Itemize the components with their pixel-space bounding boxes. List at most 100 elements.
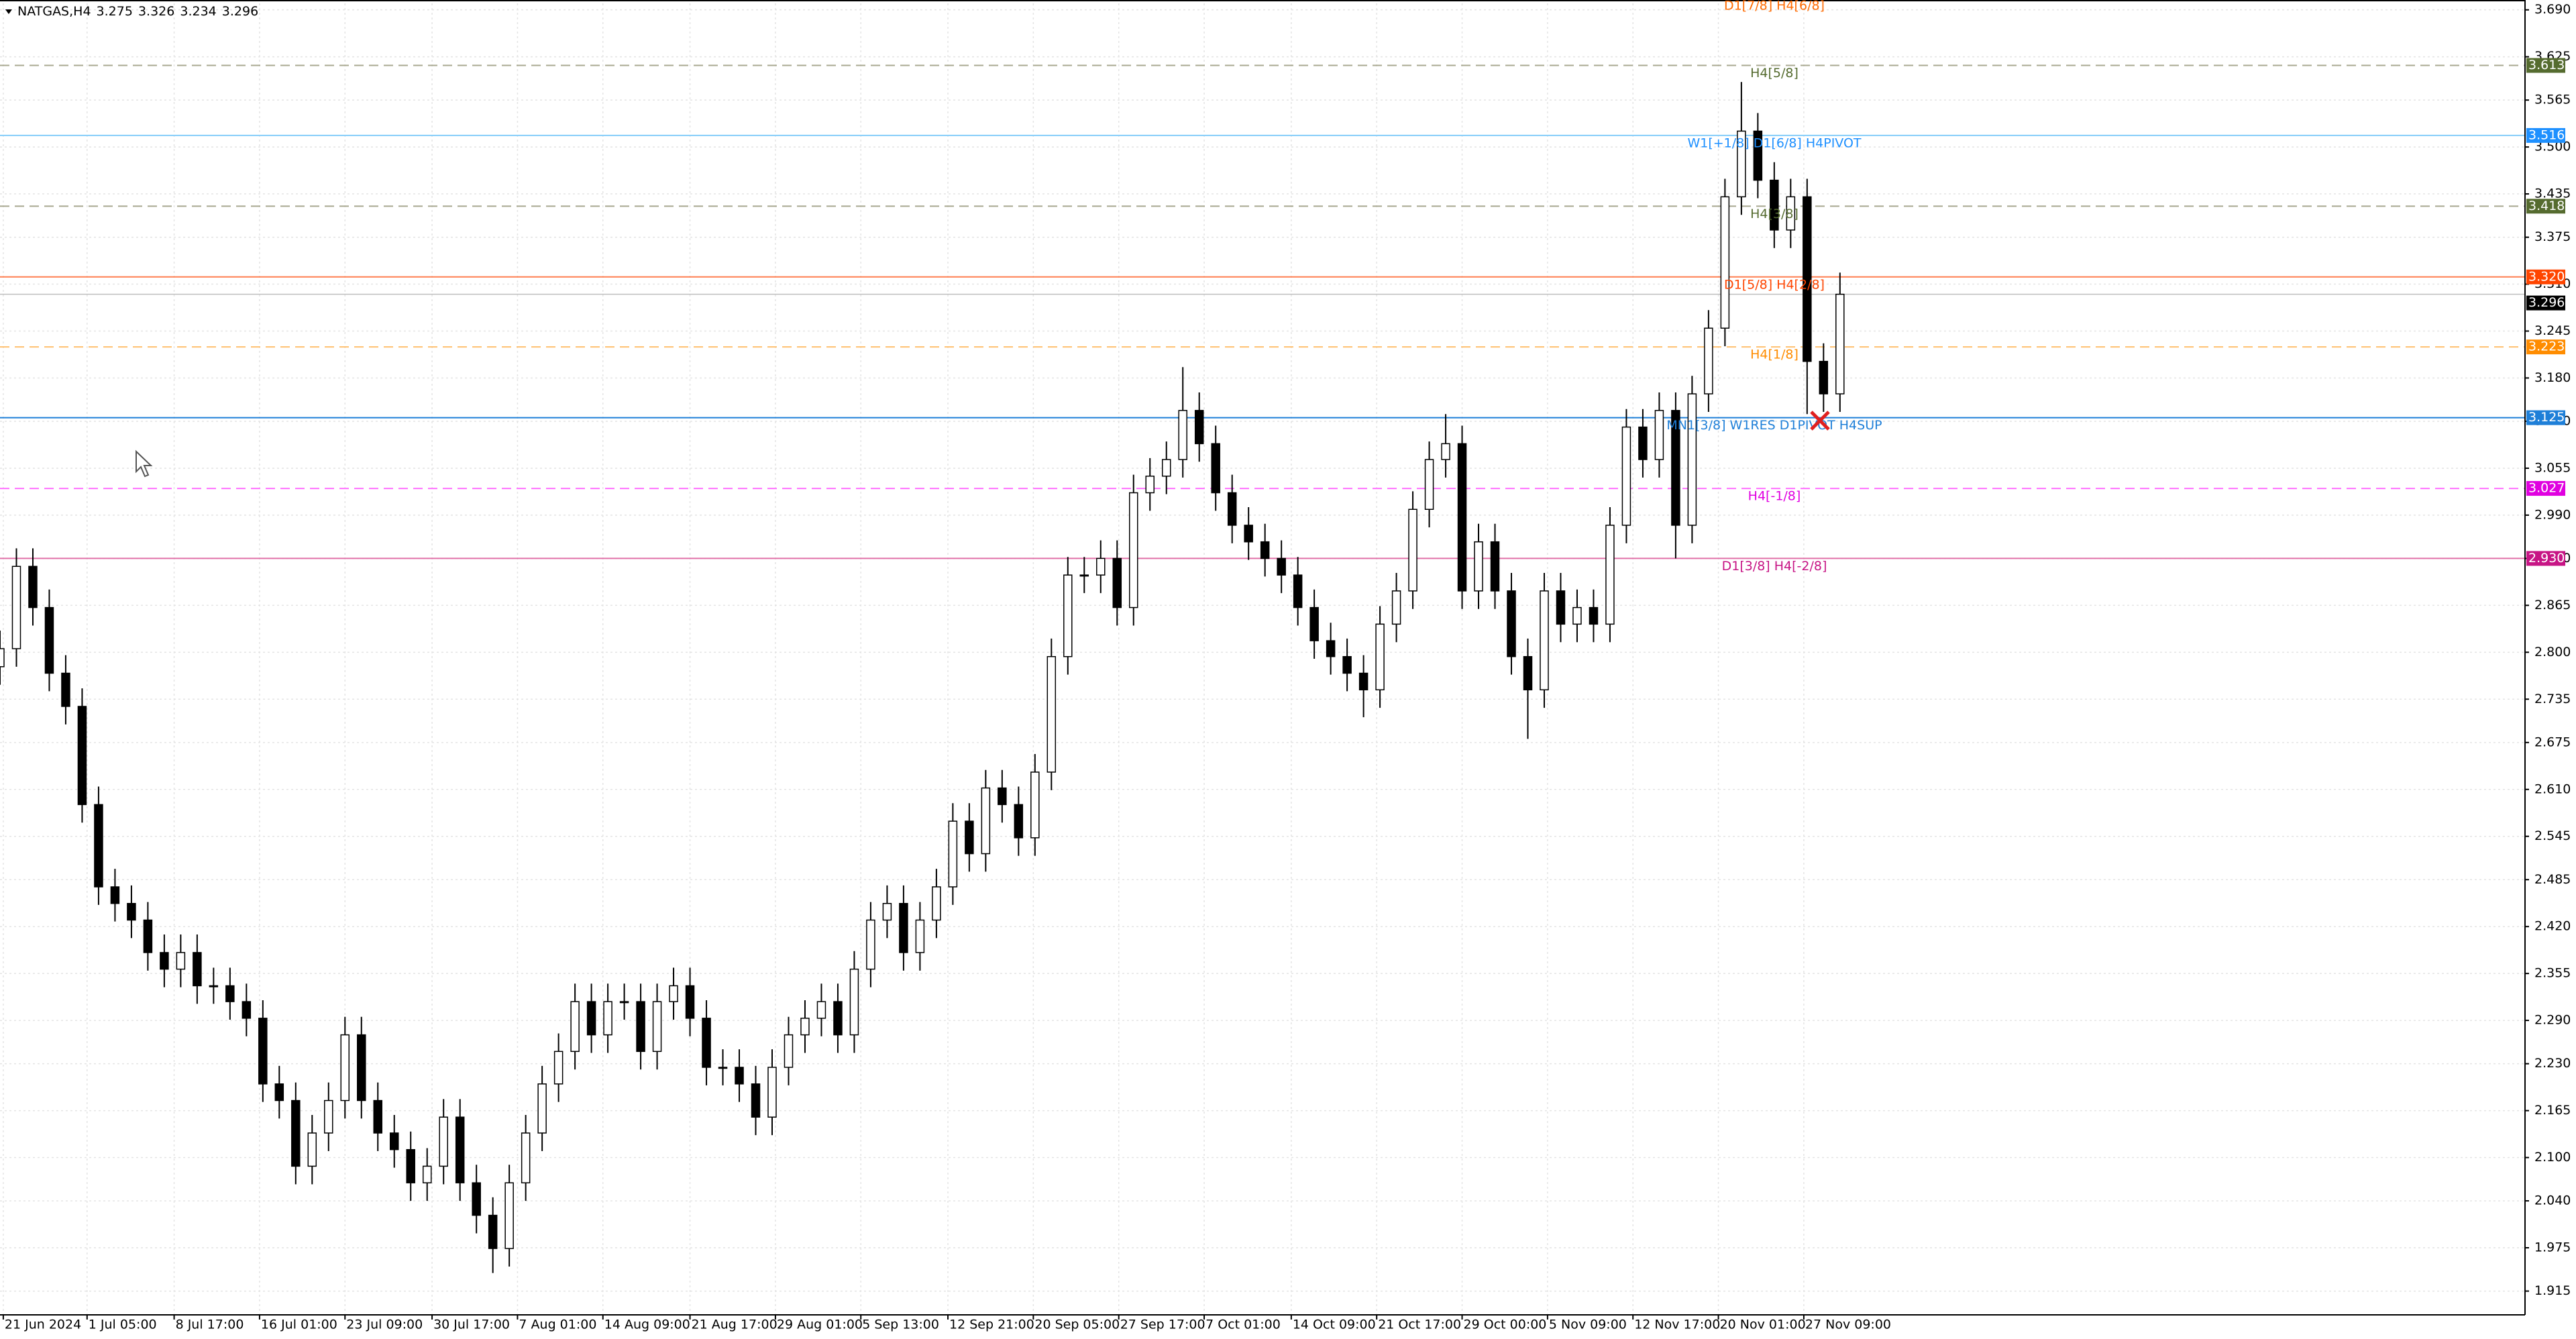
- x-tick-label: 7 Aug 01:00: [519, 1318, 596, 1332]
- candle-body: [1704, 327, 1713, 394]
- level-label: H4[1/8]: [1750, 347, 1799, 362]
- candle-body: [702, 1018, 711, 1068]
- y-tick-label: 2.040: [2534, 1193, 2571, 1208]
- candle-body: [1309, 606, 1319, 641]
- candle-body: [1096, 557, 1106, 576]
- header-value: 3.275: [96, 4, 133, 19]
- y-tick-label: 3.245: [2534, 323, 2571, 338]
- x-tick-label: 20 Nov 01:00: [1720, 1318, 1806, 1332]
- candle-body: [291, 1100, 301, 1167]
- candle-body: [455, 1116, 465, 1183]
- candle-body: [61, 672, 70, 707]
- candle-body: [1342, 656, 1352, 674]
- candle-body: [1556, 590, 1566, 625]
- candle-body: [882, 903, 892, 921]
- candle-body: [767, 1067, 777, 1118]
- x-tick-label: 27 Sep 17:00: [1120, 1318, 1205, 1332]
- candle-body: [1441, 443, 1450, 460]
- candle-body: [1063, 574, 1073, 657]
- candle-body: [439, 1116, 448, 1167]
- candle-body: [1474, 541, 1483, 592]
- y-tick-label: 3.180: [2534, 370, 2571, 385]
- x-tick-label: 14 Oct 09:00: [1293, 1318, 1376, 1332]
- candle-body: [373, 1100, 383, 1134]
- candle-body: [948, 820, 958, 888]
- x-tick-label: 20 Sep 05:00: [1034, 1318, 1120, 1332]
- level-label: D1[7/8] H4[6/8]: [1724, 0, 1825, 13]
- y-tick-label: 2.735: [2534, 692, 2571, 706]
- candle-body: [1753, 130, 1763, 181]
- x-tick-label: 14 Aug 09:00: [604, 1318, 690, 1332]
- candle-body: [1819, 360, 1829, 394]
- candle-body: [1540, 590, 1549, 691]
- candle-body: [406, 1148, 415, 1183]
- candle-body: [193, 952, 202, 987]
- candle-body: [1572, 606, 1582, 625]
- price-tag-label: 3.027: [2528, 481, 2565, 496]
- x-tick-label: 29 Oct 00:00: [1464, 1318, 1547, 1332]
- y-tick-label: 2.100: [2534, 1150, 2571, 1165]
- x-tick-label: 30 Jul 17:00: [433, 1318, 510, 1332]
- level-label: D1[3/8] H4[-2/8]: [1722, 559, 1827, 574]
- candle-body: [1129, 492, 1138, 608]
- candle-body: [472, 1182, 481, 1216]
- header-value: 3.234: [180, 4, 217, 19]
- candle-body: [1030, 771, 1040, 839]
- y-tick-label: 3.500: [2534, 140, 2571, 154]
- candle-body: [143, 919, 153, 953]
- y-tick-label: 2.485: [2534, 872, 2571, 887]
- candle-body: [1326, 640, 1336, 657]
- level-label: H4[5/8]: [1750, 66, 1799, 81]
- candle-body: [307, 1132, 317, 1167]
- candle-body: [1112, 557, 1122, 608]
- candle-body: [1621, 426, 1631, 526]
- candle-body: [357, 1034, 366, 1102]
- candle-body: [1803, 196, 1812, 362]
- candle-body: [176, 952, 186, 970]
- level-label: W1[+1/8] D1[6/8] H4PIVOT: [1687, 136, 1861, 150]
- candle-body: [1046, 656, 1057, 773]
- x-tick-label: 5 Sep 13:00: [862, 1318, 939, 1332]
- x-tick-label: 21 Jun 2024: [5, 1318, 81, 1332]
- y-tick-label: 2.290: [2534, 1013, 2571, 1028]
- y-tick-label: 2.610: [2534, 782, 2571, 796]
- candle-body: [899, 903, 908, 953]
- candle-body: [340, 1034, 350, 1102]
- y-tick-label: 3.435: [2534, 186, 2571, 201]
- candle-body: [553, 1051, 564, 1085]
- candle-body: [1211, 443, 1220, 494]
- dropdown-icon: [5, 9, 12, 14]
- x-tick-label: 5 Nov 09:00: [1549, 1318, 1627, 1332]
- candle-body: [1490, 541, 1500, 592]
- candle-body: [1737, 130, 1746, 198]
- candle-body: [751, 1083, 761, 1118]
- sell-marker: [1810, 411, 1830, 431]
- candle-body: [816, 1001, 826, 1019]
- level-label: MN1[3/8] W1RES D1PIVOT H4SUP: [1666, 418, 1882, 433]
- symbol: NATGAS,H4: [17, 4, 91, 19]
- candle-body: [94, 804, 103, 888]
- candle-body: [1145, 476, 1155, 494]
- x-tick-label: 7 Oct 01:00: [1205, 1318, 1281, 1332]
- candle-body: [932, 886, 941, 921]
- x-tick-label: 1 Jul 05:00: [89, 1318, 157, 1332]
- y-tick-label: 2.865: [2534, 598, 2571, 612]
- current-price-label: 3.296: [2528, 295, 2565, 310]
- candle-body: [1605, 525, 1615, 625]
- price-tag-label: 3.613: [2528, 58, 2565, 72]
- candle-body: [1014, 804, 1024, 839]
- y-tick-label: 2.420: [2534, 919, 2571, 934]
- candle-body: [849, 968, 859, 1036]
- candle-body: [800, 1018, 810, 1036]
- candle-body: [11, 566, 21, 649]
- candle-body: [1457, 443, 1467, 592]
- candle-body: [504, 1182, 514, 1249]
- candle-body: [735, 1067, 744, 1085]
- candle-body: [1654, 410, 1664, 460]
- candle-body: [127, 903, 136, 921]
- y-tick-label: 2.355: [2534, 966, 2571, 981]
- candle-body: [1358, 672, 1368, 691]
